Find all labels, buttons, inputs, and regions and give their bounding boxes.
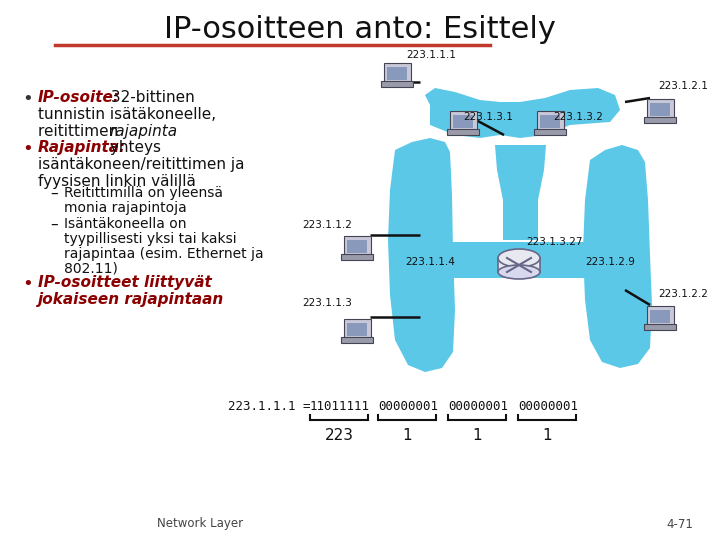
Text: Reitittimillä on yleensä: Reitittimillä on yleensä	[64, 186, 223, 200]
FancyBboxPatch shape	[382, 82, 413, 86]
PathPatch shape	[495, 145, 546, 240]
Text: •: •	[22, 90, 32, 108]
FancyBboxPatch shape	[384, 63, 410, 83]
FancyBboxPatch shape	[644, 325, 675, 329]
Text: 32-bittinen: 32-bittinen	[106, 90, 194, 105]
PathPatch shape	[583, 145, 652, 368]
Text: 1: 1	[472, 428, 482, 443]
Text: 223: 223	[325, 428, 354, 443]
Ellipse shape	[498, 249, 540, 267]
Ellipse shape	[498, 265, 540, 279]
Text: 00000001: 00000001	[448, 401, 508, 414]
FancyBboxPatch shape	[647, 99, 673, 118]
Text: jokaiseen rajapintaan: jokaiseen rajapintaan	[38, 292, 224, 307]
FancyBboxPatch shape	[650, 103, 670, 116]
Text: 1: 1	[542, 428, 552, 443]
Text: IP-osoite:: IP-osoite:	[38, 90, 120, 105]
Text: •: •	[22, 140, 32, 158]
Text: rajapinta: rajapinta	[109, 124, 177, 139]
Text: isäntäkoneen/reitittimen ja: isäntäkoneen/reitittimen ja	[38, 157, 245, 172]
Text: 223.1.2.9: 223.1.2.9	[585, 257, 635, 267]
FancyBboxPatch shape	[347, 323, 366, 336]
Text: fyysisen linkin välillä: fyysisen linkin välillä	[38, 174, 196, 189]
Text: 223.1.2.1: 223.1.2.1	[658, 81, 708, 91]
Text: 223.1.2.2: 223.1.2.2	[658, 289, 708, 299]
Text: 223.1.1.2: 223.1.1.2	[302, 220, 352, 230]
Text: 802.11): 802.11)	[64, 262, 118, 276]
Text: 223.1.3.27: 223.1.3.27	[526, 237, 582, 247]
Text: 1: 1	[402, 428, 412, 443]
Text: •: •	[22, 275, 32, 293]
Text: tyypillisesti yksi tai kaksi: tyypillisesti yksi tai kaksi	[64, 232, 237, 246]
FancyBboxPatch shape	[387, 67, 407, 80]
Text: 223.1.1.1 =: 223.1.1.1 =	[228, 401, 318, 414]
Text: yhteys: yhteys	[105, 140, 161, 155]
Text: 00000001: 00000001	[518, 401, 578, 414]
Text: Rajapinta:: Rajapinta:	[38, 140, 126, 155]
Text: –: –	[50, 217, 58, 232]
FancyBboxPatch shape	[536, 111, 564, 131]
PathPatch shape	[388, 138, 455, 372]
Text: –: –	[50, 186, 58, 201]
FancyBboxPatch shape	[644, 117, 675, 123]
Text: 223.1.1.4: 223.1.1.4	[405, 257, 455, 267]
FancyBboxPatch shape	[647, 306, 673, 326]
Text: 223.1.3.2: 223.1.3.2	[553, 112, 603, 122]
Text: monia rajapintoja: monia rajapintoja	[64, 201, 186, 215]
FancyBboxPatch shape	[454, 115, 473, 128]
FancyBboxPatch shape	[343, 237, 371, 255]
Text: tunnistin isätäkoneelle,: tunnistin isätäkoneelle,	[38, 107, 216, 122]
Text: 223.1.1.1: 223.1.1.1	[406, 50, 456, 60]
Text: rajapintaa (esim. Ethernet ja: rajapintaa (esim. Ethernet ja	[64, 247, 264, 261]
Text: reitittimen: reitittimen	[38, 124, 123, 139]
Text: Isäntäkoneella on: Isäntäkoneella on	[64, 217, 186, 231]
Text: 223.1.1.3: 223.1.1.3	[302, 298, 352, 308]
Text: 00000001: 00000001	[378, 401, 438, 414]
Text: Network Layer: Network Layer	[157, 517, 243, 530]
PathPatch shape	[425, 88, 620, 138]
Text: 11011111: 11011111	[310, 401, 370, 414]
FancyBboxPatch shape	[540, 115, 559, 128]
FancyBboxPatch shape	[650, 310, 670, 323]
FancyBboxPatch shape	[347, 240, 366, 253]
FancyBboxPatch shape	[498, 258, 540, 272]
FancyBboxPatch shape	[341, 338, 373, 342]
FancyBboxPatch shape	[449, 111, 477, 131]
FancyBboxPatch shape	[341, 254, 373, 260]
FancyBboxPatch shape	[447, 130, 479, 134]
FancyBboxPatch shape	[343, 319, 371, 339]
PathPatch shape	[448, 242, 587, 278]
Text: IP-osoitteen anto: Esittely: IP-osoitteen anto: Esittely	[164, 16, 556, 44]
Text: IP-osoitteet liittyvät: IP-osoitteet liittyvät	[38, 275, 212, 290]
Text: 4-71: 4-71	[667, 517, 693, 530]
FancyBboxPatch shape	[534, 130, 566, 134]
Text: 223.1.3.1: 223.1.3.1	[463, 112, 513, 122]
